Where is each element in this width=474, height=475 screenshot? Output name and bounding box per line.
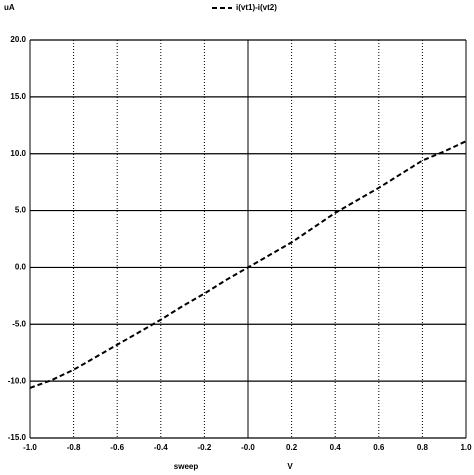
y-tick-label: 0.0 bbox=[15, 263, 27, 272]
x-axis-unit: V bbox=[287, 462, 293, 471]
x-tick-label: 0.4 bbox=[330, 443, 342, 452]
y-tick-label: 20.0 bbox=[10, 35, 26, 44]
y-tick-label: -5.0 bbox=[12, 319, 26, 328]
x-tick-label: 1.0 bbox=[460, 443, 472, 452]
x-tick-label: 0.2 bbox=[286, 443, 298, 452]
y-tick-label: -10.0 bbox=[8, 376, 27, 385]
y-tick-label: 15.0 bbox=[10, 92, 26, 101]
x-axis-label: sweep bbox=[174, 462, 199, 471]
x-tick-label: -1.0 bbox=[23, 443, 37, 452]
data-line bbox=[29, 140, 467, 389]
legend-label: i(vt1)-i(vt2) bbox=[236, 3, 277, 12]
x-tick-label: -0.2 bbox=[198, 443, 212, 452]
y-tick-label: 10.0 bbox=[10, 149, 26, 158]
y-axis-label: uA bbox=[4, 3, 15, 12]
x-tick-label: -0.4 bbox=[154, 443, 168, 452]
x-tick-label: -0.0 bbox=[241, 443, 255, 452]
y-tick-label: 5.0 bbox=[15, 206, 27, 215]
x-tick-label: 0.6 bbox=[373, 443, 385, 452]
x-tick-label: -0.8 bbox=[67, 443, 81, 452]
y-tick-label: -15.0 bbox=[8, 433, 27, 442]
x-tick-label: -0.6 bbox=[110, 443, 124, 452]
x-tick-label: 0.8 bbox=[417, 443, 429, 452]
